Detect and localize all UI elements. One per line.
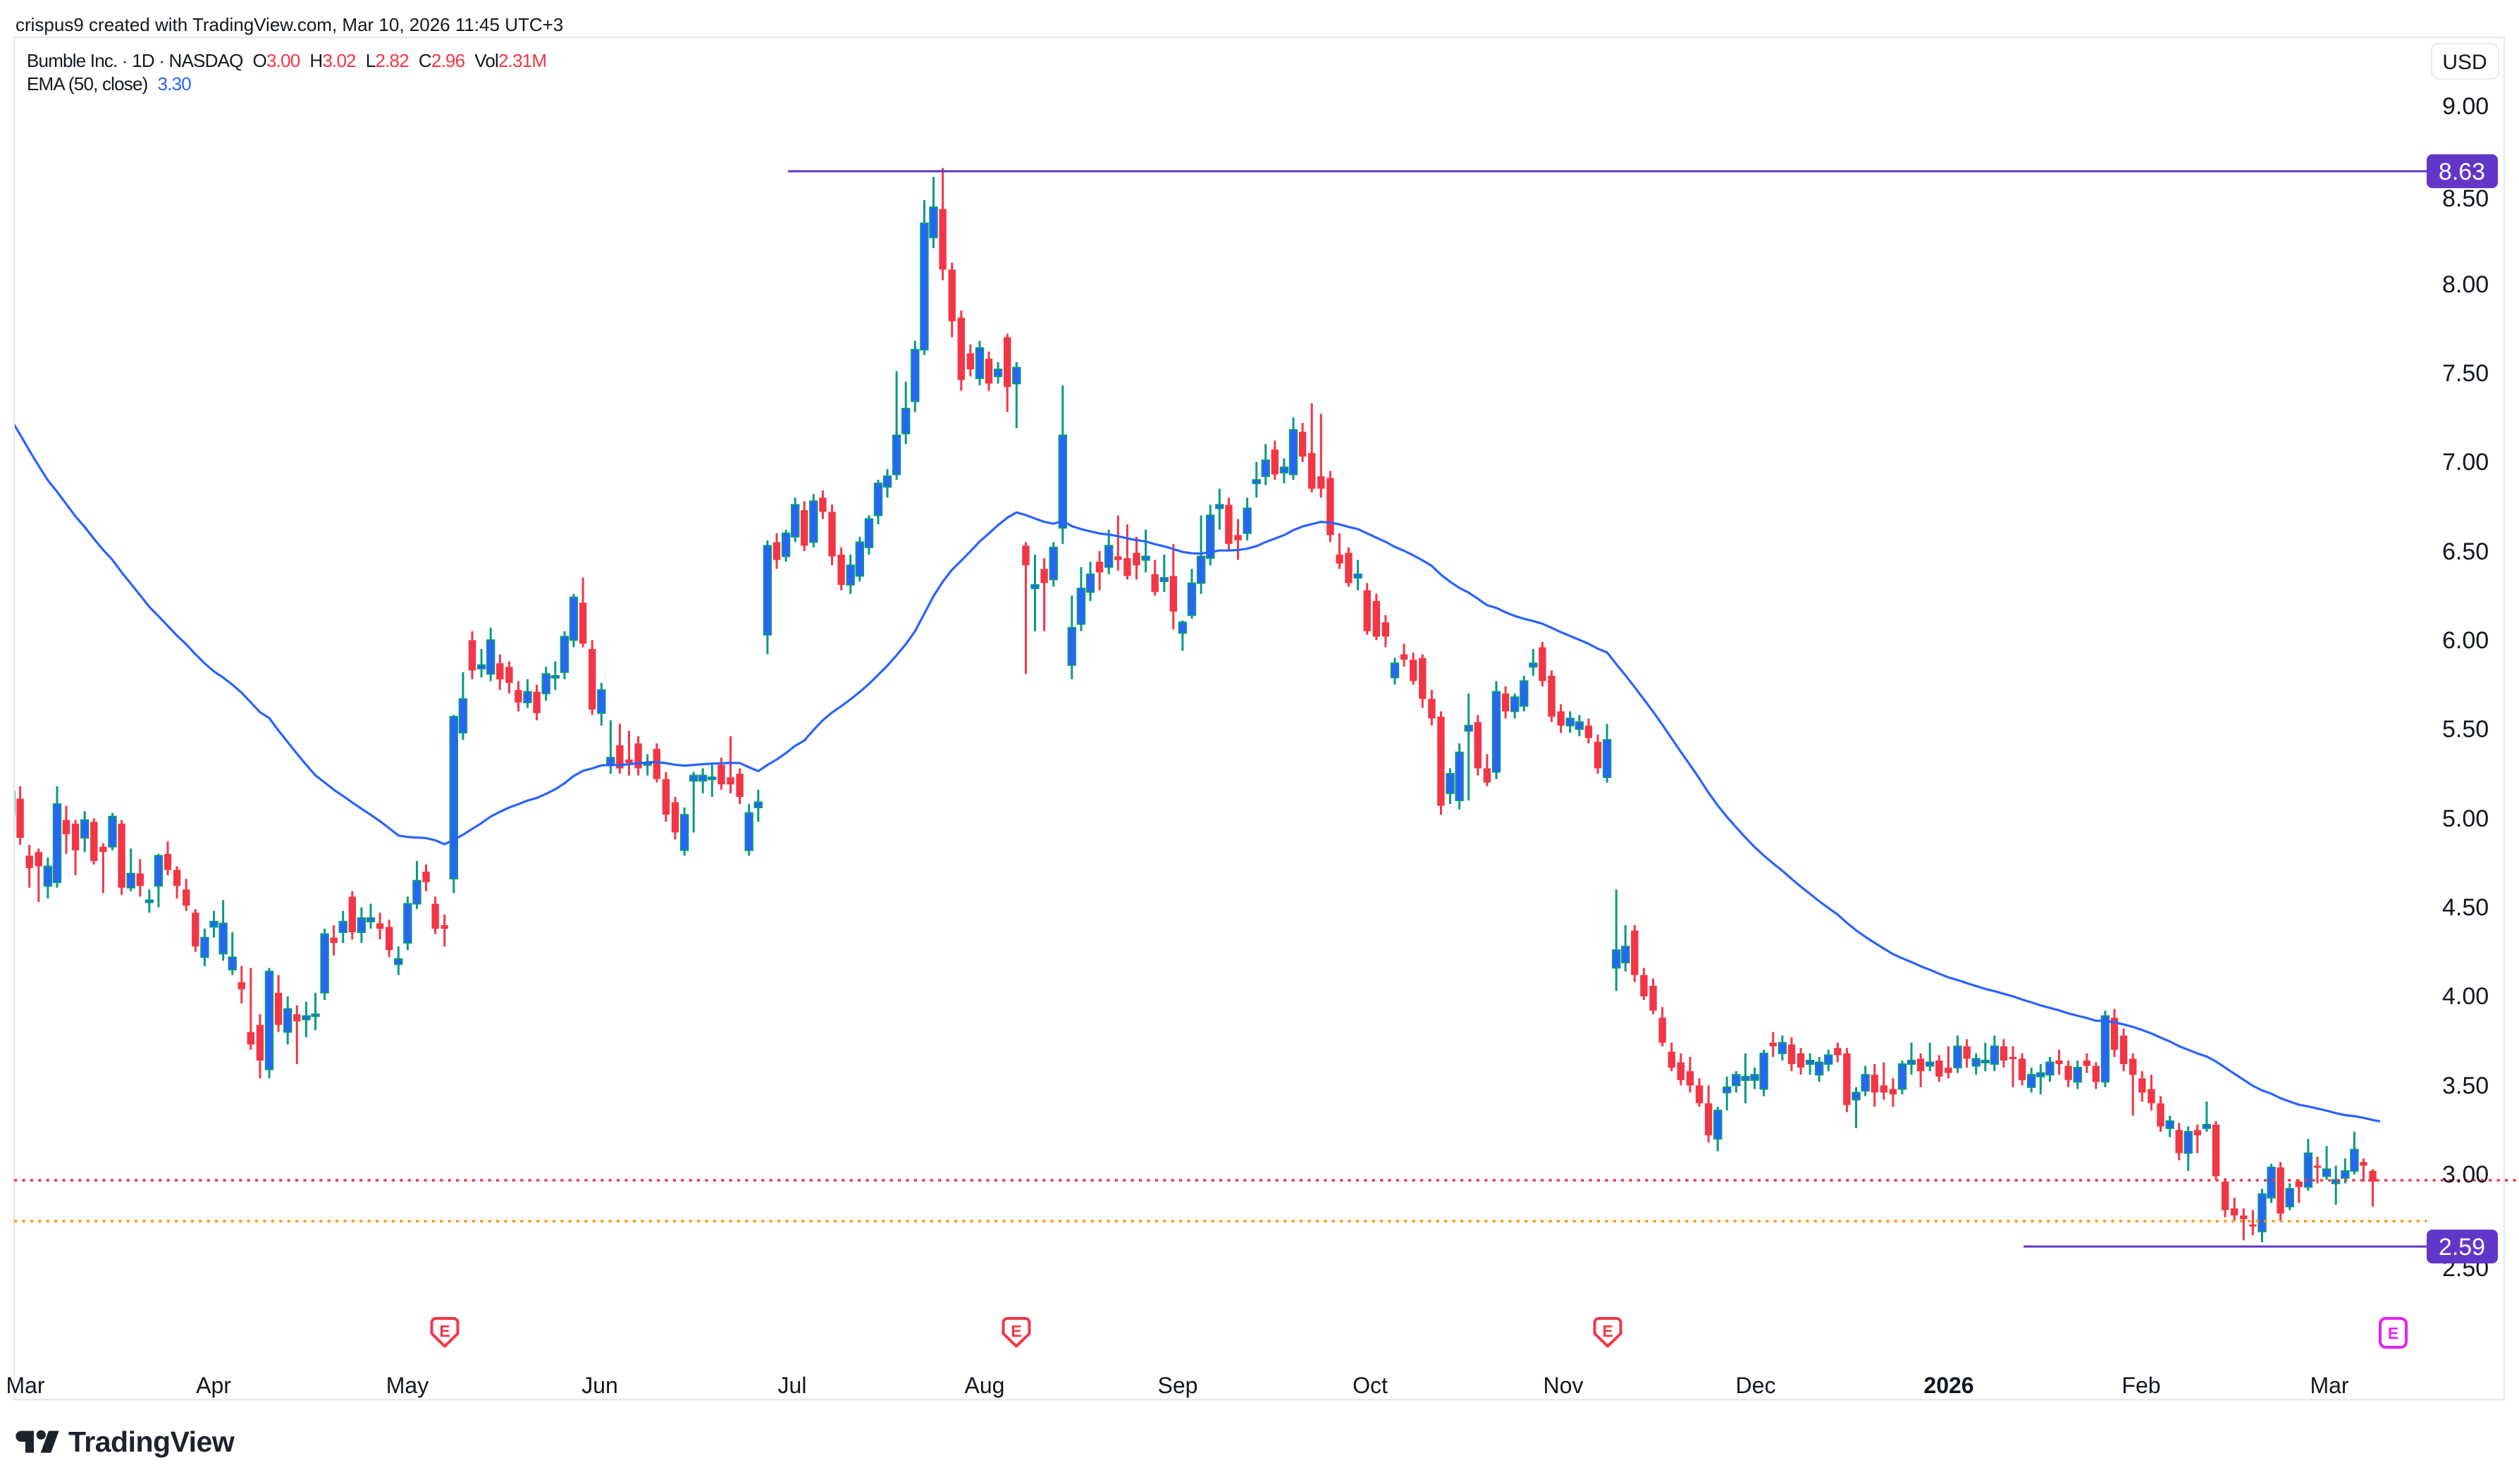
svg-text:Feb: Feb [2121,1373,2160,1398]
svg-text:E: E [2388,1324,2398,1342]
svg-text:8.63: 8.63 [2439,159,2485,185]
svg-text:Aug: Aug [965,1373,1005,1398]
svg-text:USD: USD [2442,51,2487,74]
svg-text:Jul: Jul [778,1373,807,1398]
svg-text:3.50: 3.50 [2442,1072,2489,1099]
svg-text:E: E [1011,1322,1021,1340]
svg-text:Nov: Nov [1544,1373,1584,1398]
svg-text:Apr: Apr [196,1373,231,1398]
svg-text:TradingView: TradingView [68,1426,235,1458]
svg-text:9.00: 9.00 [2442,93,2489,120]
svg-text:4.50: 4.50 [2442,894,2489,921]
svg-text:8.50: 8.50 [2442,185,2489,212]
svg-text:7.00: 7.00 [2442,449,2489,476]
svg-text:3.00: 3.00 [2442,1161,2489,1188]
svg-text:Mar: Mar [2310,1373,2348,1398]
svg-text:May: May [386,1373,429,1398]
svg-text:2026: 2026 [1923,1373,1973,1398]
svg-text:2.59: 2.59 [2439,1234,2485,1261]
svg-text:6.50: 6.50 [2442,538,2489,565]
svg-text:E: E [439,1322,450,1340]
svg-text:6.00: 6.00 [2442,627,2489,654]
svg-text:5.50: 5.50 [2442,716,2489,743]
svg-text:8.00: 8.00 [2442,271,2489,298]
svg-text:5.00: 5.00 [2442,805,2489,832]
svg-text:Jun: Jun [581,1373,618,1398]
svg-text:E: E [1602,1322,1613,1340]
svg-text:EMA (50, close)3.30: EMA (50, close) 3.30 [27,73,191,94]
svg-text:Oct: Oct [1353,1373,1388,1398]
svg-text:7.50: 7.50 [2442,360,2489,387]
svg-text:Mar: Mar [6,1373,44,1398]
svg-text:Sep: Sep [1158,1373,1198,1398]
svg-text:Dec: Dec [1736,1373,1776,1398]
svg-text:crispus9 created with TradingV: crispus9 created with TradingView.com, M… [16,14,563,35]
svg-text:4.00: 4.00 [2442,983,2489,1010]
